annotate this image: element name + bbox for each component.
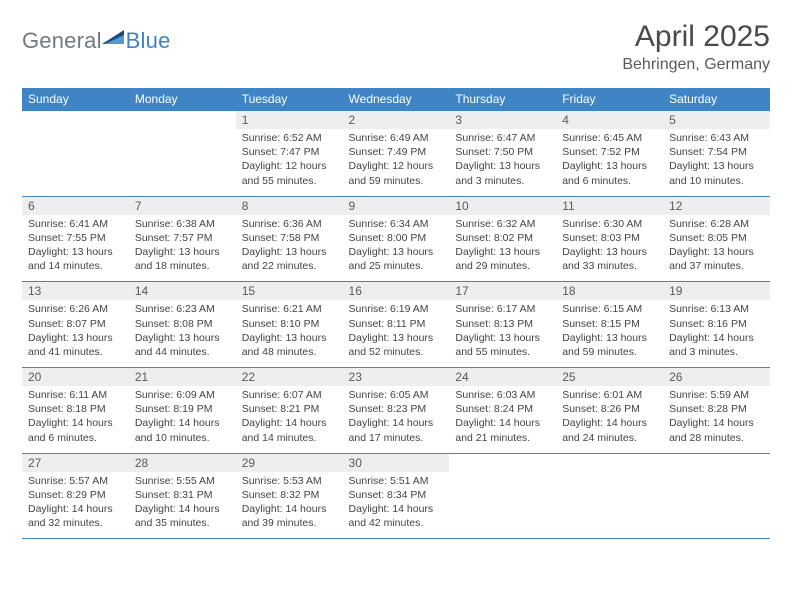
day-detail-cell: [22, 129, 129, 196]
day-detail-cell: Sunrise: 6:03 AMSunset: 8:24 PMDaylight:…: [449, 386, 556, 453]
day-detail-cell: Sunrise: 6:15 AMSunset: 8:15 PMDaylight:…: [556, 300, 663, 367]
calendar-table: SundayMondayTuesdayWednesdayThursdayFrid…: [22, 88, 770, 539]
day-detail-cell: Sunrise: 6:52 AMSunset: 7:47 PMDaylight:…: [236, 129, 343, 196]
day-number-cell: 20: [22, 368, 129, 387]
day-detail-cell: Sunrise: 6:30 AMSunset: 8:03 PMDaylight:…: [556, 215, 663, 282]
day-detail-cell: Sunrise: 5:55 AMSunset: 8:31 PMDaylight:…: [129, 472, 236, 539]
day-number-cell: [449, 453, 556, 472]
day-detail-cell: Sunrise: 6:38 AMSunset: 7:57 PMDaylight:…: [129, 215, 236, 282]
day-detail-cell: Sunrise: 6:11 AMSunset: 8:18 PMDaylight:…: [22, 386, 129, 453]
day-number-cell: [663, 453, 770, 472]
day-number-cell: 12: [663, 196, 770, 215]
day-detail-cell: Sunrise: 6:01 AMSunset: 8:26 PMDaylight:…: [556, 386, 663, 453]
day-detail-cell: Sunrise: 6:09 AMSunset: 8:19 PMDaylight:…: [129, 386, 236, 453]
day-header-cell: Wednesday: [343, 88, 450, 111]
logo-triangle-icon: [102, 26, 124, 44]
day-detail-cell: [556, 472, 663, 539]
day-detail-cell: Sunrise: 6:32 AMSunset: 8:02 PMDaylight:…: [449, 215, 556, 282]
day-detail-cell: Sunrise: 6:47 AMSunset: 7:50 PMDaylight:…: [449, 129, 556, 196]
day-number-cell: 7: [129, 196, 236, 215]
day-number-cell: 21: [129, 368, 236, 387]
day-number-cell: 13: [22, 282, 129, 301]
day-number-cell: 9: [343, 196, 450, 215]
day-detail-cell: Sunrise: 5:57 AMSunset: 8:29 PMDaylight:…: [22, 472, 129, 539]
day-number-cell: 27: [22, 453, 129, 472]
day-detail-cell: Sunrise: 5:59 AMSunset: 8:28 PMDaylight:…: [663, 386, 770, 453]
day-number-cell: 18: [556, 282, 663, 301]
day-number-cell: 23: [343, 368, 450, 387]
day-detail-cell: [663, 472, 770, 539]
day-number-cell: 4: [556, 111, 663, 130]
logo-text-general: General: [22, 28, 102, 54]
day-number-cell: 24: [449, 368, 556, 387]
day-number-cell: 29: [236, 453, 343, 472]
day-number-cell: 16: [343, 282, 450, 301]
day-detail-cell: Sunrise: 6:13 AMSunset: 8:16 PMDaylight:…: [663, 300, 770, 367]
day-number-cell: 14: [129, 282, 236, 301]
brand-logo: General Blue: [22, 20, 171, 56]
day-number-cell: 11: [556, 196, 663, 215]
day-number-cell: 6: [22, 196, 129, 215]
day-number-cell: 28: [129, 453, 236, 472]
day-header-cell: Friday: [556, 88, 663, 111]
day-detail-cell: Sunrise: 6:45 AMSunset: 7:52 PMDaylight:…: [556, 129, 663, 196]
day-number-cell: [22, 111, 129, 130]
day-number-cell: 10: [449, 196, 556, 215]
logo-text-blue: Blue: [126, 28, 171, 54]
day-detail-cell: Sunrise: 6:05 AMSunset: 8:23 PMDaylight:…: [343, 386, 450, 453]
location-text: Behringen, Germany: [622, 56, 770, 74]
day-detail-cell: Sunrise: 5:51 AMSunset: 8:34 PMDaylight:…: [343, 472, 450, 539]
day-number-cell: 3: [449, 111, 556, 130]
day-number-cell: 19: [663, 282, 770, 301]
day-detail-cell: Sunrise: 6:21 AMSunset: 8:10 PMDaylight:…: [236, 300, 343, 367]
month-title: April 2025: [622, 20, 770, 54]
day-header-cell: Saturday: [663, 88, 770, 111]
day-detail-cell: Sunrise: 6:34 AMSunset: 8:00 PMDaylight:…: [343, 215, 450, 282]
day-detail-cell: Sunrise: 6:43 AMSunset: 7:54 PMDaylight:…: [663, 129, 770, 196]
day-header-cell: Monday: [129, 88, 236, 111]
day-detail-cell: Sunrise: 6:19 AMSunset: 8:11 PMDaylight:…: [343, 300, 450, 367]
day-number-cell: 15: [236, 282, 343, 301]
day-detail-cell: Sunrise: 5:53 AMSunset: 8:32 PMDaylight:…: [236, 472, 343, 539]
day-number-cell: 22: [236, 368, 343, 387]
header: General Blue April 2025 Behringen, Germa…: [22, 20, 770, 74]
day-detail-cell: [449, 472, 556, 539]
day-number-cell: 17: [449, 282, 556, 301]
day-number-cell: [556, 453, 663, 472]
day-detail-cell: Sunrise: 6:23 AMSunset: 8:08 PMDaylight:…: [129, 300, 236, 367]
day-number-cell: 8: [236, 196, 343, 215]
day-header-cell: Sunday: [22, 88, 129, 111]
day-number-cell: 30: [343, 453, 450, 472]
day-detail-cell: Sunrise: 6:17 AMSunset: 8:13 PMDaylight:…: [449, 300, 556, 367]
title-block: April 2025 Behringen, Germany: [622, 20, 770, 74]
day-number-cell: 2: [343, 111, 450, 130]
day-number-cell: [129, 111, 236, 130]
day-detail-cell: Sunrise: 6:36 AMSunset: 7:58 PMDaylight:…: [236, 215, 343, 282]
day-header-cell: Thursday: [449, 88, 556, 111]
day-detail-cell: Sunrise: 6:49 AMSunset: 7:49 PMDaylight:…: [343, 129, 450, 196]
day-detail-cell: Sunrise: 6:26 AMSunset: 8:07 PMDaylight:…: [22, 300, 129, 367]
day-header-cell: Tuesday: [236, 88, 343, 111]
day-number-cell: 25: [556, 368, 663, 387]
day-number-cell: 26: [663, 368, 770, 387]
day-number-cell: 5: [663, 111, 770, 130]
day-detail-cell: Sunrise: 6:28 AMSunset: 8:05 PMDaylight:…: [663, 215, 770, 282]
day-detail-cell: [129, 129, 236, 196]
day-detail-cell: Sunrise: 6:07 AMSunset: 8:21 PMDaylight:…: [236, 386, 343, 453]
day-number-cell: 1: [236, 111, 343, 130]
day-detail-cell: Sunrise: 6:41 AMSunset: 7:55 PMDaylight:…: [22, 215, 129, 282]
